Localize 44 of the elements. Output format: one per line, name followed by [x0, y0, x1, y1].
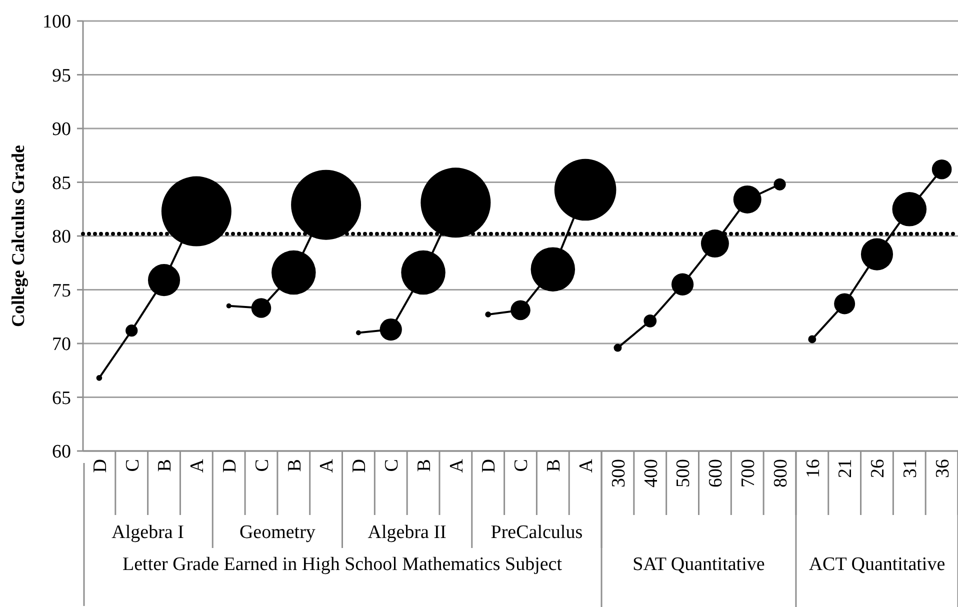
text: PreCalculus	[490, 522, 583, 543]
x-tick-label: B	[154, 459, 176, 472]
x-tick-label: B	[414, 459, 435, 472]
y-tick-label: 85	[52, 172, 71, 194]
x-tick-label: 600	[706, 459, 727, 488]
x-tick-label: B	[284, 459, 306, 472]
x-tick-label: A	[187, 458, 208, 473]
x-tick-label: 21	[835, 459, 856, 478]
text: Geometry	[239, 522, 316, 543]
y-tick-label: 70	[52, 334, 71, 356]
x-tick-label: B	[544, 459, 565, 472]
y-axis-title: College Calculus Grade	[8, 145, 28, 327]
x-tick-label: C	[382, 459, 403, 472]
x-tick-label: 16	[802, 459, 824, 478]
text: SAT Quantitative	[632, 554, 765, 575]
x-tick-label: C	[122, 459, 144, 472]
x-tick-label: 800	[770, 459, 792, 488]
x-tick-label: 400	[640, 459, 662, 488]
x-tick-label: D	[90, 459, 111, 473]
x-tick-label: 26	[868, 459, 889, 478]
x-tick-label: C	[511, 459, 532, 472]
y-tick-label: 80	[52, 226, 71, 248]
y-tick-label: 100	[42, 12, 71, 33]
x-tick-label: 36	[932, 459, 954, 478]
x-tick-label: A	[576, 458, 597, 473]
x-tick-label: D	[349, 459, 370, 473]
y-tick-label: 65	[52, 388, 71, 409]
x-tick-label: A	[446, 458, 468, 473]
text: Letter Grade Earned in High School Mathematics Subject	[122, 554, 563, 575]
x-tick-label: C	[252, 459, 273, 472]
x-tick-label: D	[219, 459, 240, 473]
text: Algebra I	[112, 522, 184, 543]
x-tick-label: A	[316, 458, 338, 473]
x-tick-label: D	[478, 459, 500, 473]
x-tick-label: 300	[608, 459, 630, 488]
y-tick-label: 95	[52, 65, 71, 86]
x-tick-label: 500	[673, 459, 694, 488]
y-tick-label: 75	[52, 280, 71, 302]
text: Algebra II	[368, 522, 446, 543]
text: ACT Quantitative	[808, 554, 946, 575]
y-tick-label: 90	[52, 119, 71, 140]
x-tick-label: 31	[900, 459, 922, 478]
y-tick-label: 60	[52, 442, 71, 463]
x-tick-label: 700	[738, 459, 759, 488]
